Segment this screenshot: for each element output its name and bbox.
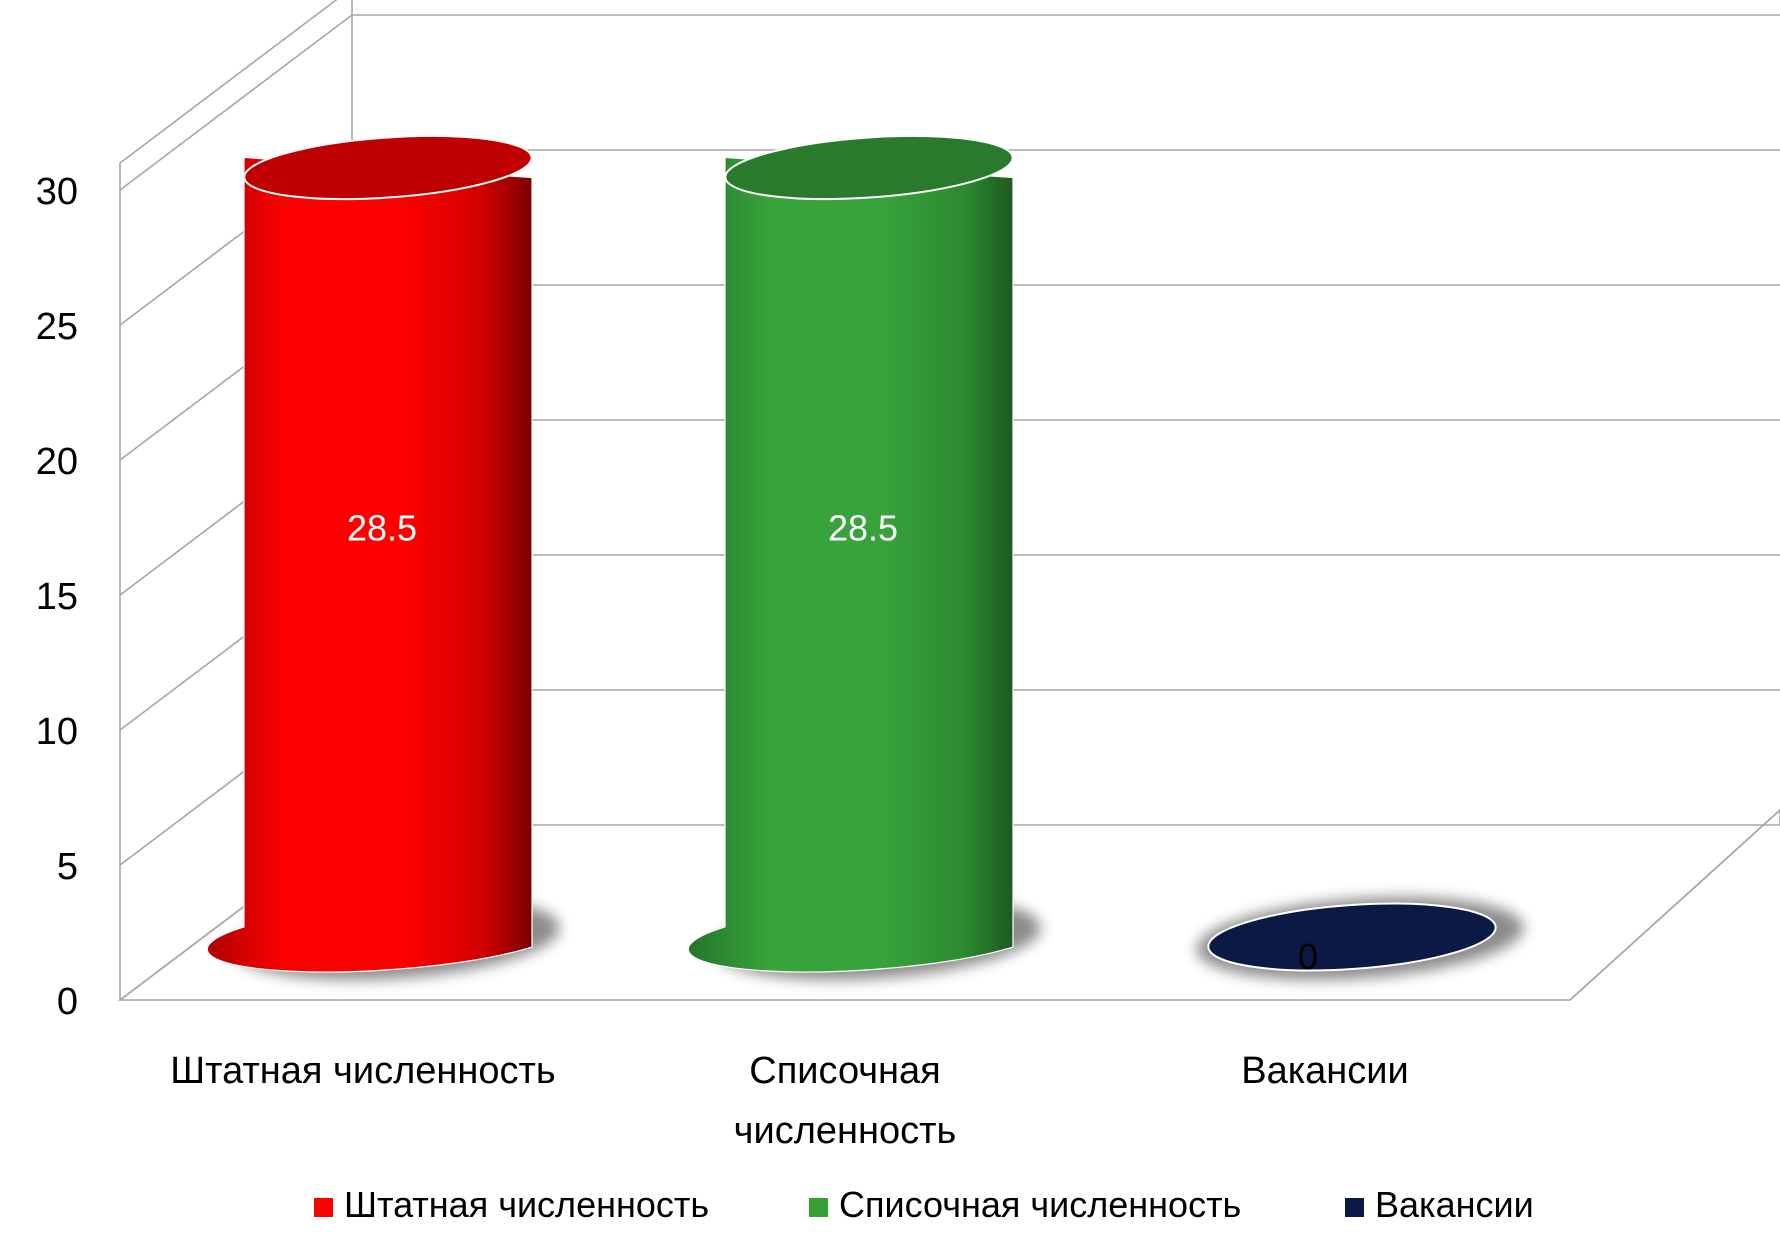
bar-top-cap [724,134,1014,201]
y-tick-label: 25 [36,306,78,348]
bar [1207,902,1497,972]
data-label: 0 [1298,936,1318,977]
category-label: Штатная численность [170,1050,555,1092]
legend-swatch [809,1198,828,1217]
category-label: Списочная [749,1050,940,1092]
legend: Штатная численность Списочная численность… [314,1184,1534,1225]
bar [206,156,533,973]
legend-swatch [1345,1198,1364,1217]
bar-top-cap [243,134,533,201]
floor-right-edge [1569,809,1780,1001]
category-label: численность [734,1110,957,1152]
y-tick-label: 0 [57,981,78,1023]
bars [206,134,1524,980]
data-label: 28.5 [347,507,417,548]
bar [687,156,1014,973]
y-tick-label: 15 [36,576,78,618]
legend-label: Вакансии [1375,1184,1534,1225]
legend-swatch [314,1198,333,1217]
category-label: Вакансии [1241,1050,1409,1092]
legend-label: Штатная численность [344,1184,709,1225]
legend-label: Списочная численность [839,1184,1241,1225]
y-tick-label: 20 [36,441,78,483]
gridline-side [119,14,353,191]
y-tick-label: 10 [36,711,78,753]
data-label: 28.5 [828,507,898,548]
left-wall-top-edge [119,0,338,164]
y-tick-label: 30 [36,171,78,213]
grid-lines [119,14,1780,1001]
y-axis-ticks: 0 5 10 15 20 25 30 [36,171,78,1023]
data-labels: 28.5 28.5 0 [347,507,1318,977]
y-tick-label: 5 [57,846,78,888]
x-axis-categories: Штатная численность Списочная численность В… [170,1050,1408,1152]
